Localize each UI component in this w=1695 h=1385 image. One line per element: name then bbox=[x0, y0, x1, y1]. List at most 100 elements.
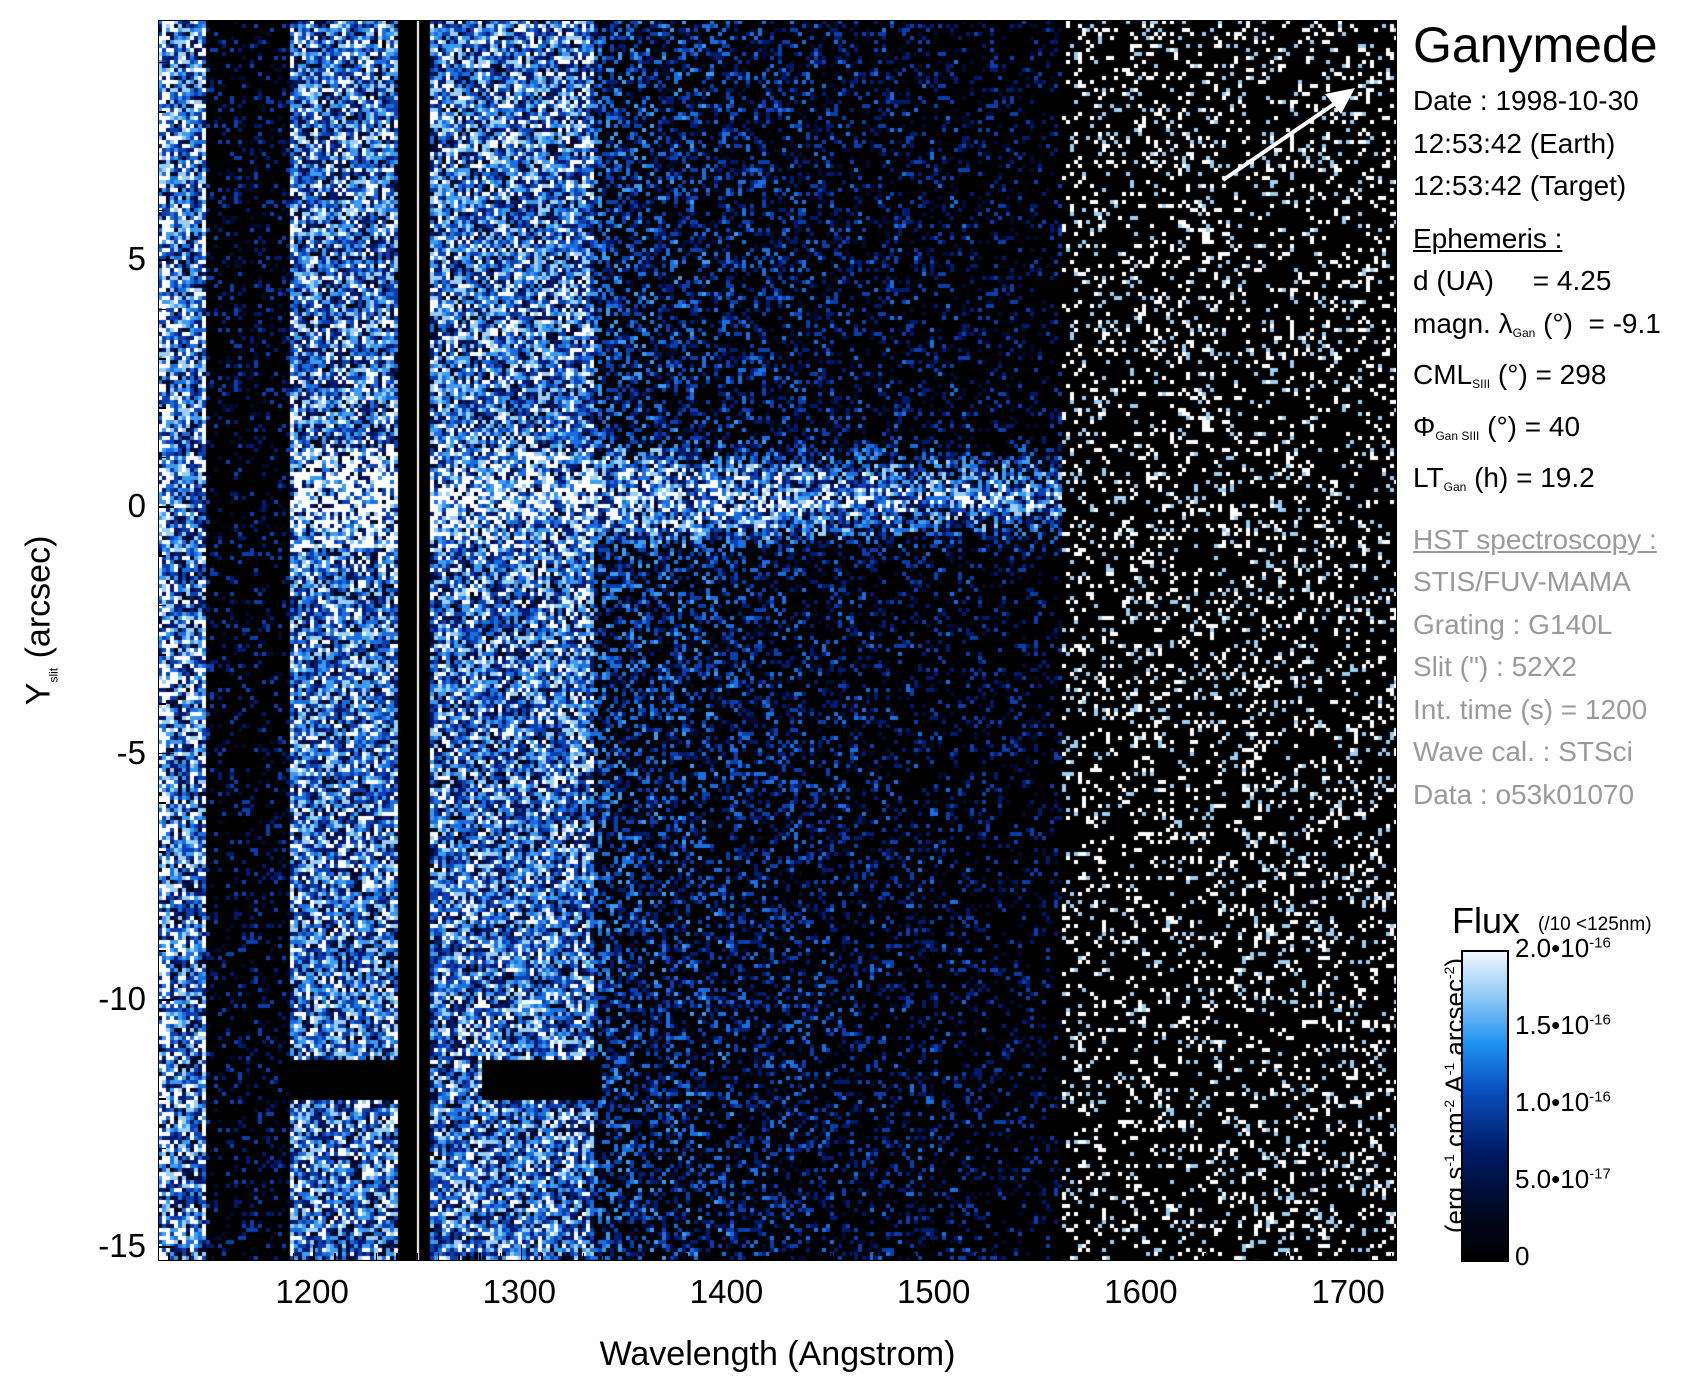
magn-sub: Gan bbox=[1512, 325, 1536, 340]
x-tick bbox=[831, 1253, 833, 1261]
y-tick bbox=[158, 703, 166, 705]
magn-pre: magn. λ bbox=[1413, 307, 1513, 339]
x-tick-label: 1700 bbox=[1311, 1273, 1385, 1310]
colorbar-tick-label: 0 bbox=[1515, 1241, 1529, 1272]
x-tick bbox=[230, 1253, 233, 1261]
x-tick bbox=[1328, 1253, 1331, 1261]
phi-post: (°) = 40 bbox=[1479, 410, 1581, 442]
x-tick bbox=[976, 1253, 978, 1261]
colorbar-tick-label: 5.0•10-17 bbox=[1515, 1164, 1611, 1195]
x-tick bbox=[1142, 1245, 1144, 1261]
x-tick bbox=[271, 1253, 274, 1261]
y-tick bbox=[158, 456, 166, 459]
exponent: -17 bbox=[1589, 1165, 1611, 1183]
y-tick bbox=[158, 654, 166, 656]
x-tick bbox=[458, 1253, 460, 1261]
x-tick bbox=[1390, 1253, 1393, 1261]
y-tick bbox=[158, 1246, 174, 1248]
y-tick bbox=[158, 1147, 166, 1149]
x-tick bbox=[313, 1245, 315, 1261]
y-tick bbox=[158, 950, 166, 952]
x-tick bbox=[479, 1253, 481, 1261]
mantissa: 2.0•10 bbox=[1515, 933, 1590, 963]
x-tick bbox=[1349, 1245, 1351, 1261]
y-label-main: Y bbox=[19, 682, 58, 706]
y-tick bbox=[158, 555, 166, 557]
x-tick bbox=[582, 1253, 585, 1261]
x-tick bbox=[1038, 1253, 1041, 1261]
x-tick bbox=[1287, 1253, 1289, 1261]
magn-latitude: magn. λGan (°) = -9.1 bbox=[1413, 303, 1695, 355]
y-label-sub: slit bbox=[46, 667, 61, 683]
x-tick bbox=[997, 1253, 999, 1261]
mantissa: 1.5•10 bbox=[1515, 1010, 1590, 1040]
wave-cal: Wave cal. : STSci bbox=[1413, 736, 1633, 767]
x-tick bbox=[499, 1253, 502, 1261]
x-tick bbox=[665, 1253, 668, 1261]
y-tick bbox=[158, 851, 166, 853]
x-tick bbox=[1307, 1253, 1310, 1261]
x-tick bbox=[416, 1253, 419, 1261]
x-tick bbox=[334, 1253, 336, 1261]
colorbar-tick-label: 1.5•10-16 bbox=[1515, 1010, 1611, 1041]
x-tick bbox=[541, 1253, 543, 1261]
x-tick bbox=[396, 1253, 398, 1261]
y-tick-label: -15 bbox=[98, 1227, 146, 1265]
spectral-image bbox=[158, 20, 1397, 1261]
x-tick bbox=[437, 1253, 440, 1261]
x-tick bbox=[893, 1253, 896, 1261]
x-tick bbox=[789, 1253, 792, 1261]
exponent: -16 bbox=[1589, 1011, 1611, 1029]
x-tick bbox=[1266, 1253, 1268, 1261]
x-tick bbox=[1162, 1253, 1165, 1261]
x-tick bbox=[872, 1253, 875, 1261]
x-tick bbox=[209, 1253, 212, 1261]
y-tick bbox=[158, 752, 174, 755]
y-tick bbox=[158, 900, 166, 903]
local-time: LTGan (h) = 19.2 bbox=[1413, 457, 1695, 509]
colorbar-title: Flux bbox=[1452, 900, 1521, 941]
time-target: 12:53:42 (Target) bbox=[1413, 170, 1627, 201]
x-tick bbox=[727, 1245, 730, 1261]
x-tick-label: 1400 bbox=[689, 1273, 764, 1310]
x-tick bbox=[1100, 1253, 1103, 1261]
x-tick bbox=[292, 1253, 295, 1261]
x-tick bbox=[810, 1253, 813, 1261]
data-id: Data : o53k01070 bbox=[1413, 778, 1635, 810]
x-tick bbox=[914, 1253, 916, 1261]
colorbar-note: (/10 <125nm) bbox=[1538, 914, 1652, 935]
colorbar bbox=[1461, 950, 1509, 1262]
y-label-unit: (arcsec) bbox=[19, 535, 58, 659]
x-tick bbox=[603, 1253, 605, 1261]
mantissa: 1.0•10 bbox=[1515, 1087, 1590, 1117]
x-tick-label: 1500 bbox=[896, 1273, 971, 1310]
y-tick-label: 5 bbox=[127, 240, 146, 278]
x-tick bbox=[1370, 1253, 1372, 1261]
grating: Grating : G140L bbox=[1413, 608, 1613, 640]
phi-pre: Φ bbox=[1413, 410, 1436, 442]
x-tick-label: 1200 bbox=[275, 1273, 349, 1310]
magn-post: (°) = -9.1 bbox=[1535, 307, 1661, 339]
target-title: Ganymede bbox=[1413, 17, 1658, 73]
y-tick bbox=[158, 1048, 166, 1051]
time-earth: 12:53:42 (Earth) bbox=[1413, 127, 1616, 159]
exponent: -16 bbox=[1589, 1088, 1611, 1106]
y-tick bbox=[158, 802, 166, 804]
x-axis-label: Wavelength (Angstrom) bbox=[599, 1335, 956, 1373]
date: Date : 1998-10-30 bbox=[1413, 85, 1639, 116]
y-tick bbox=[158, 111, 166, 113]
exponent: -16 bbox=[1589, 934, 1611, 952]
y-tick bbox=[158, 1196, 166, 1199]
cml-pre: CML bbox=[1413, 359, 1473, 390]
cml: CMLSIII (°) = 298 bbox=[1413, 354, 1695, 406]
y-tick bbox=[158, 1098, 166, 1100]
hst-header: HST spectroscopy : bbox=[1413, 523, 1657, 555]
colorbar-tick-label: 2.0•10-16 bbox=[1515, 933, 1611, 964]
y-tick bbox=[158, 259, 174, 261]
direction-arrow-icon bbox=[1221, 88, 1355, 182]
y-tick bbox=[158, 604, 166, 607]
y-tick bbox=[158, 308, 166, 311]
x-tick bbox=[168, 1253, 170, 1261]
x-tick bbox=[686, 1253, 688, 1261]
phi-sub: Gan SIII bbox=[1435, 428, 1480, 443]
